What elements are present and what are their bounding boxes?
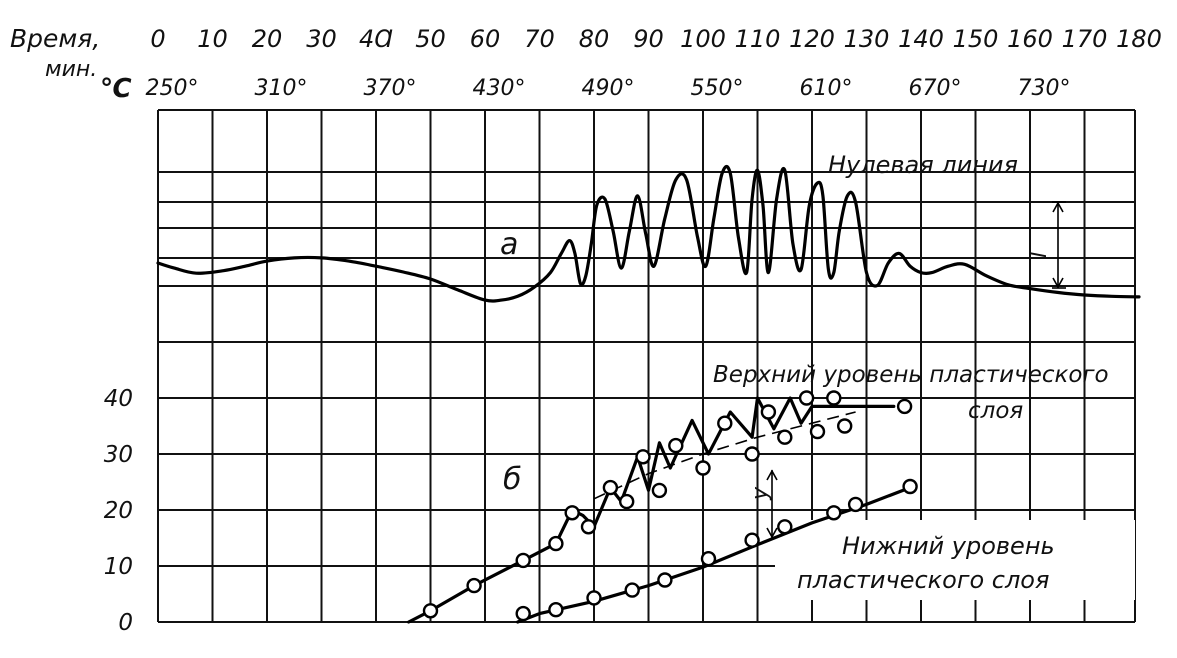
lower-level-point <box>624 582 640 598</box>
chart-series <box>156 164 1141 624</box>
upper-level-point <box>798 390 815 406</box>
upper-level-point <box>580 519 597 535</box>
dimension-l-marker: l <box>1027 201 1066 289</box>
curve-a-label: a <box>500 227 518 262</box>
upper-level-point <box>564 505 580 521</box>
x-tick-label: 160 <box>1007 25 1053 53</box>
x-tick-label: 60 <box>470 25 501 53</box>
lower-level-point <box>826 505 842 521</box>
lower-label-backdrop <box>775 520 1135 600</box>
upper-level-point <box>651 482 668 499</box>
temperature-tick-label: 670° <box>909 76 962 101</box>
y-tick-label: 40 <box>104 386 133 412</box>
upper-level-point <box>896 398 913 415</box>
lower-level-point <box>586 590 602 606</box>
upper-level-point <box>602 479 619 496</box>
upper-level-trend-line <box>593 411 856 500</box>
lower-level-point <box>700 551 717 567</box>
x-tick-label: 80 <box>579 25 610 53</box>
x-tick-label: 120 <box>789 25 835 53</box>
lower-level-point <box>777 519 793 535</box>
upper-level-point <box>422 603 439 619</box>
upper-level-point <box>809 423 826 440</box>
x-tick-label: 90 <box>633 25 664 53</box>
plastometric-curve-a <box>156 164 1141 303</box>
x-tick-label: 30 <box>306 25 337 53</box>
x-tick-label: 50 <box>415 25 446 53</box>
upper-level-point <box>826 390 842 406</box>
lower-level-point <box>548 602 564 618</box>
dimension-l-label: l <box>1027 252 1052 258</box>
lower-level-point <box>515 605 531 622</box>
temperature-tick-label: 430° <box>473 76 526 101</box>
upper-level-point <box>744 446 760 462</box>
x-tick-label: 20 <box>252 25 283 53</box>
y-tick-label: 20 <box>104 498 133 524</box>
x-tick-label: 110 <box>735 25 781 53</box>
x-axis-label-line-1: Время, <box>10 24 100 53</box>
lower-level-label-line-1: Нижний уровень <box>842 532 1055 560</box>
lower-level-point <box>902 478 918 495</box>
x-tick-label: 4Ɑ <box>359 25 393 53</box>
lower-level-label-line-2: пластического слоя <box>797 566 1049 594</box>
upper-level-point <box>695 460 711 476</box>
x-axis-label-line-2: мин. <box>45 57 97 82</box>
y-tick-label: 10 <box>104 554 133 580</box>
upper-level-point <box>635 449 651 465</box>
temperature-tick-label: 610° <box>800 76 853 101</box>
dimension-y-label: y <box>748 486 773 501</box>
temperature-tick-label: 310° <box>255 76 308 101</box>
upper-level-point <box>837 418 853 434</box>
x-tick-label: 0 <box>150 25 165 53</box>
chart-axes: 0 10 20 30 4Ɑ 50 60 70 80 90 100 110 120 130 140 150 160… <box>104 25 1162 636</box>
x-tick-label: 100 <box>680 25 726 53</box>
dimension-y-marker: y <box>748 469 778 539</box>
upper-level-point <box>717 415 733 431</box>
lower-level-point <box>744 532 760 548</box>
upper-level-point <box>548 535 564 552</box>
lower-level-point <box>657 572 673 588</box>
upper-level-point <box>760 404 777 420</box>
y-tick-label: 0 <box>118 610 133 636</box>
x-tick-label: 150 <box>953 25 999 53</box>
zero-line-label: Нулевая линия <box>828 151 1018 179</box>
x-tick-label: 10 <box>197 25 228 53</box>
upper-level-label-line-1: Верхний уровень пластического <box>713 362 1109 388</box>
temperature-axis-label: ℃ <box>100 74 132 104</box>
x-tick-label: 130 <box>844 25 890 53</box>
upper-level-point <box>515 552 531 569</box>
upper-level-point <box>619 493 635 510</box>
temperature-tick-label: 250° <box>146 76 199 101</box>
lower-level-point <box>847 496 864 513</box>
upper-level-line <box>407 396 896 624</box>
x-tick-label: 180 <box>1116 25 1162 53</box>
temperature-tick-label: 730° <box>1018 76 1071 101</box>
upper-level-point <box>466 577 482 594</box>
x-tick-label: 140 <box>898 25 944 53</box>
upper-level-point <box>668 437 684 454</box>
upper-level-point <box>777 429 793 445</box>
curve-b-label: б <box>503 462 522 497</box>
y-tick-label: 30 <box>104 442 133 468</box>
temperature-tick-label: 370° <box>364 76 417 101</box>
x-tick-label: 70 <box>524 25 555 53</box>
upper-level-label-line-2: слоя <box>968 398 1023 424</box>
temperature-tick-label: 550° <box>691 76 744 101</box>
x-tick-label: 170 <box>1062 25 1108 53</box>
temperature-tick-label: 490° <box>582 76 635 101</box>
